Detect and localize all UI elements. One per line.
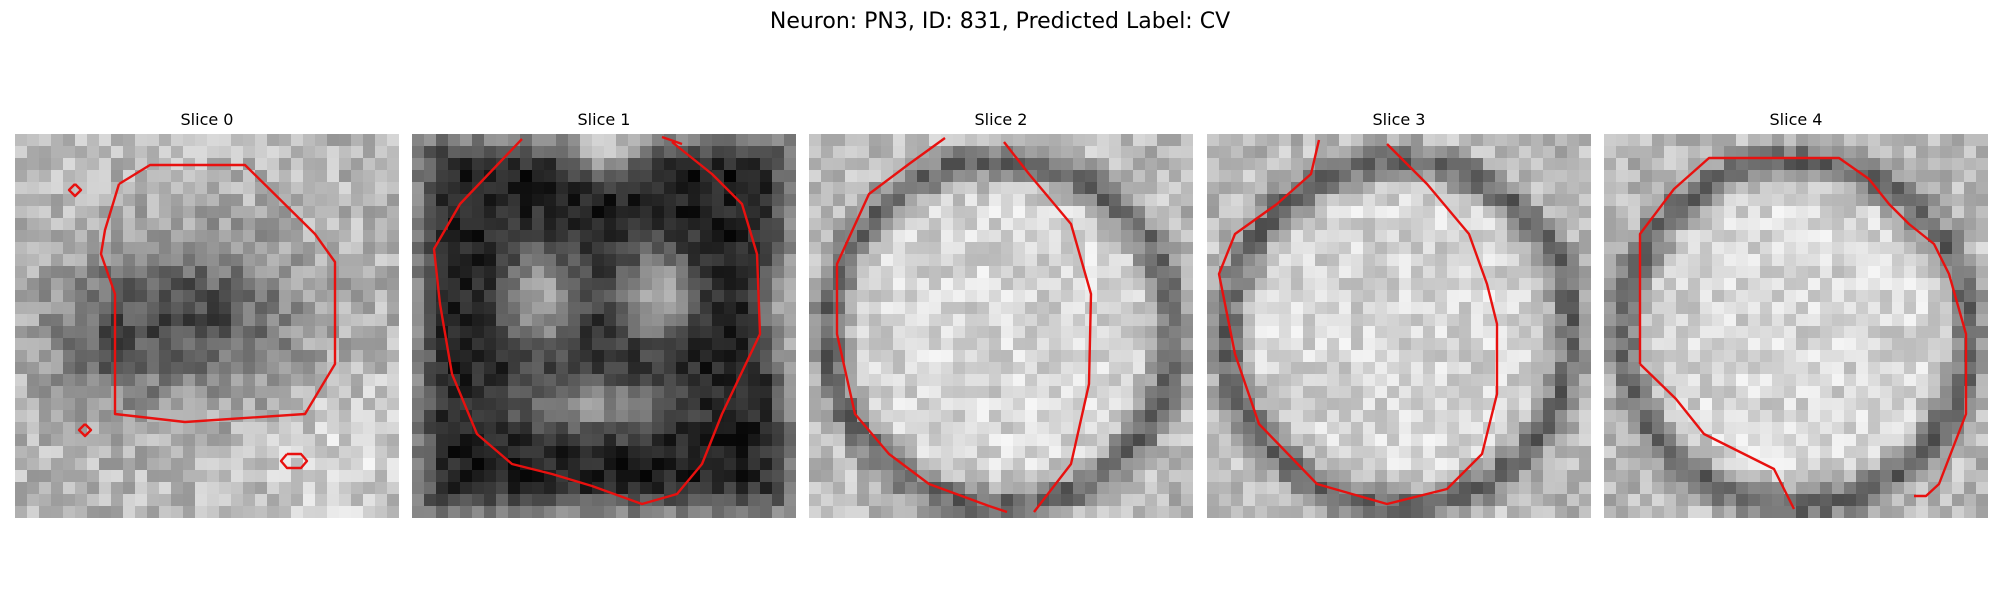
- slice-image-4: [1604, 134, 1988, 518]
- slice-panel-3: Slice 3: [1207, 108, 1591, 518]
- slice-panel-0: Slice 0: [15, 108, 399, 518]
- slice-title-4: Slice 4: [1769, 110, 1823, 129]
- contour-line-2-0: [835, 137, 1008, 514]
- slice-image-2: [809, 134, 1193, 518]
- slice-title-3: Slice 3: [1372, 110, 1426, 129]
- slice-image-3: [1207, 134, 1591, 518]
- contour-line-4-1: [1639, 363, 1796, 510]
- slice-panel-1: Slice 1: [412, 108, 796, 518]
- slice-title-1: Slice 1: [577, 110, 631, 129]
- contour-line-1-0: [432, 138, 762, 506]
- contour-line-0-0: [99, 163, 337, 424]
- slice-title-2: Slice 2: [974, 110, 1028, 129]
- contour-line-1-1: [661, 135, 683, 146]
- contour-line-2-1: [1003, 141, 1093, 513]
- slice-panel-2: Slice 2: [809, 108, 1193, 518]
- contour-line-0-3: [279, 452, 309, 470]
- contour-line-4-0: [1638, 156, 1968, 498]
- slice-image-0: [15, 134, 399, 518]
- contour-line-3-0: [1217, 139, 1499, 506]
- slice-title-0: Slice 0: [180, 110, 234, 129]
- slice-image-1: [412, 134, 796, 518]
- slice-panel-4: Slice 4: [1604, 108, 1988, 518]
- figure-title: Neuron: PN3, ID: 831, Predicted Label: C…: [769, 9, 1231, 34]
- contour-line-0-2: [77, 423, 93, 438]
- contour-line-0-1: [67, 183, 83, 198]
